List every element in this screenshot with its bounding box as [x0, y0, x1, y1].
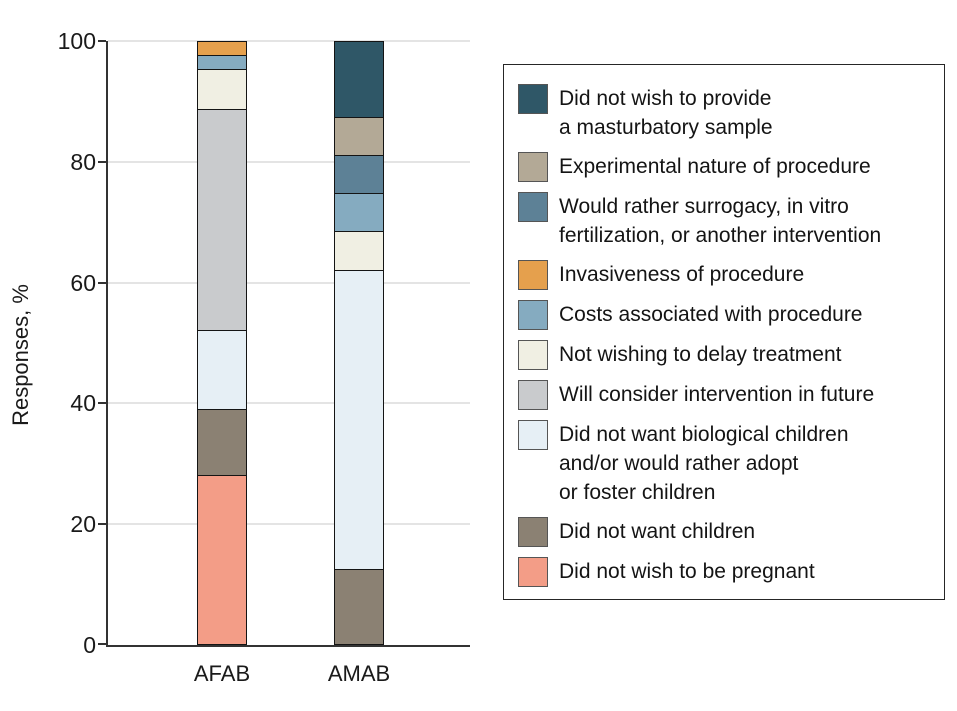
segment-amab-delay-treatment: [335, 231, 383, 270]
legend-label: Did not wish to be pregnant: [559, 560, 815, 583]
legend-label: Did not want biological children and/or …: [559, 423, 849, 504]
y-axis-title: Responses, %: [8, 284, 33, 426]
gridline-80: [108, 161, 470, 163]
y-tick-label-40: 40: [70, 390, 96, 416]
x-label-amab: AMAB: [327, 661, 391, 686]
segment-afab-no-children: [198, 408, 246, 475]
y-tick-60: [98, 282, 106, 284]
legend-swatch-no-bio-children: [518, 420, 548, 450]
legend-swatch-delay-treatment: [518, 340, 548, 370]
legend-swatch-no-pregnancy: [518, 557, 548, 587]
x-axis-line: [106, 645, 470, 647]
x-label-afab: AFAB: [193, 661, 251, 686]
segment-amab-experimental: [335, 116, 383, 155]
y-tick-label-80: 80: [70, 149, 96, 175]
segment-afab-no-pregnancy: [198, 474, 246, 644]
legend-label: Costs associated with procedure: [559, 303, 863, 326]
gridline-100: [108, 40, 470, 42]
gridline-60: [108, 282, 470, 284]
segment-amab-costs: [335, 193, 383, 232]
legend-item-no-bio-children: Did not want biological children and/or …: [518, 420, 936, 507]
legend-item-consider-future: Will consider intervention in future: [518, 380, 936, 410]
legend-swatch-no-children: [518, 517, 548, 547]
y-tick-100: [98, 40, 106, 42]
y-tick-40: [98, 402, 106, 404]
legend-item-masturbatory-sample: Did not wish to provide a masturbatory s…: [518, 84, 936, 142]
y-tick-label-100: 100: [57, 28, 96, 54]
y-tick-label-60: 60: [70, 270, 96, 296]
legend-label: Invasiveness of procedure: [559, 263, 805, 286]
y-tick-label-0: 0: [83, 632, 96, 658]
legend-item-surrogacy-ivf: Would rather surrogacy, in vitro fertili…: [518, 192, 936, 250]
legend-item-experimental: Experimental nature of procedure: [518, 152, 936, 182]
legend-swatch-consider-future: [518, 380, 548, 410]
y-tick-20: [98, 523, 106, 525]
segment-afab-invasiveness: [198, 42, 246, 56]
legend-item-invasiveness: Invasiveness of procedure: [518, 260, 936, 290]
gridline-20: [108, 523, 470, 525]
legend-swatch-masturbatory-sample: [518, 84, 548, 114]
legend-box: Did not wish to provide a masturbatory s…: [503, 64, 945, 600]
y-axis-line: [106, 41, 108, 645]
legend-label: Will consider intervention in future: [559, 383, 875, 406]
legend-label: Would rather surrogacy, in vitro fertili…: [559, 195, 882, 247]
legend-label: Did not want children: [559, 520, 756, 543]
y-tick-80: [98, 161, 106, 163]
bar-afab: [197, 41, 247, 645]
y-tick-0: [98, 643, 106, 645]
plot-area: [98, 40, 470, 647]
legend-item-delay-treatment: Not wishing to delay treatment: [518, 340, 936, 370]
legend-item-costs: Costs associated with procedure: [518, 300, 936, 330]
legend-swatch-costs: [518, 300, 548, 330]
segment-afab-no-bio-children: [198, 330, 246, 409]
y-tick-label-20: 20: [70, 511, 96, 537]
bar-amab: [334, 41, 384, 645]
segment-amab-no-bio-children: [335, 269, 383, 569]
legend-swatch-surrogacy-ivf: [518, 192, 548, 222]
legend-item-no-children: Did not want children: [518, 517, 936, 547]
segment-amab-no-children: [335, 568, 383, 644]
legend-swatch-experimental: [518, 152, 548, 182]
segment-afab-delay-treatment: [198, 69, 246, 109]
legend-label: Did not wish to provide a masturbatory s…: [559, 87, 773, 139]
legend-swatch-invasiveness: [518, 260, 548, 290]
legend-item-no-pregnancy: Did not wish to be pregnant: [518, 557, 936, 587]
gridline-40: [108, 402, 470, 404]
segment-amab-surrogacy-ivf: [335, 154, 383, 193]
segment-afab-costs: [198, 55, 246, 70]
segment-amab-masturbatory-sample: [335, 42, 383, 117]
legend-label: Not wishing to delay treatment: [559, 343, 842, 366]
segment-afab-consider-future: [198, 108, 246, 331]
legend-label: Experimental nature of procedure: [559, 155, 871, 178]
